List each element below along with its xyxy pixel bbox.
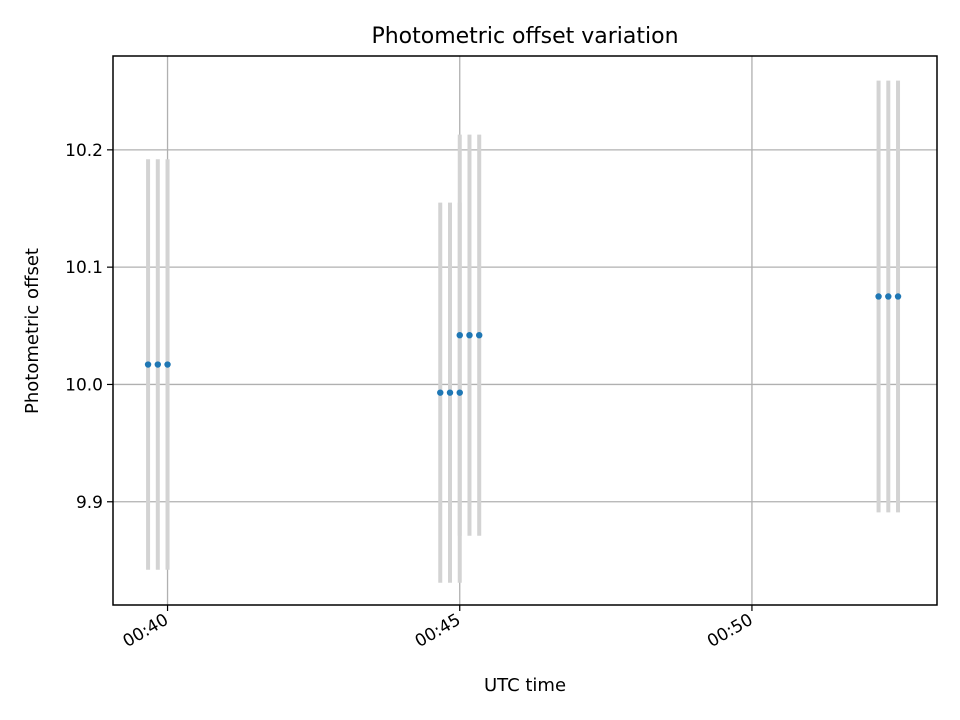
y-tick-label: 10.2 [65, 141, 103, 161]
data-point [885, 293, 892, 300]
x-tick-label: 00:45 [412, 610, 464, 652]
grid [113, 56, 937, 605]
data-point [894, 293, 902, 300]
data-point [437, 389, 444, 396]
y-tick-label: 9.9 [76, 493, 103, 513]
data-point [446, 389, 454, 396]
data-point [466, 331, 473, 339]
error-bars [146, 80, 901, 583]
data-point [456, 331, 463, 339]
y-axis-label: Photometric offset [22, 248, 43, 414]
data-point [154, 361, 162, 368]
chart-title: Photometric offset variation [371, 24, 678, 49]
plot-frame [112, 55, 938, 606]
data-points [144, 293, 902, 396]
data-point [164, 361, 171, 368]
x-axis-label: UTC time [484, 675, 566, 696]
x-tick-label: 00:50 [704, 610, 756, 652]
x-tick-label: 00:40 [120, 610, 172, 652]
data-point [476, 331, 483, 339]
y-tick-label: 10.0 [65, 375, 103, 395]
y-tick-label: 10.1 [65, 258, 103, 278]
data-point [144, 361, 152, 368]
data-point [456, 389, 463, 396]
data-point [875, 293, 882, 300]
